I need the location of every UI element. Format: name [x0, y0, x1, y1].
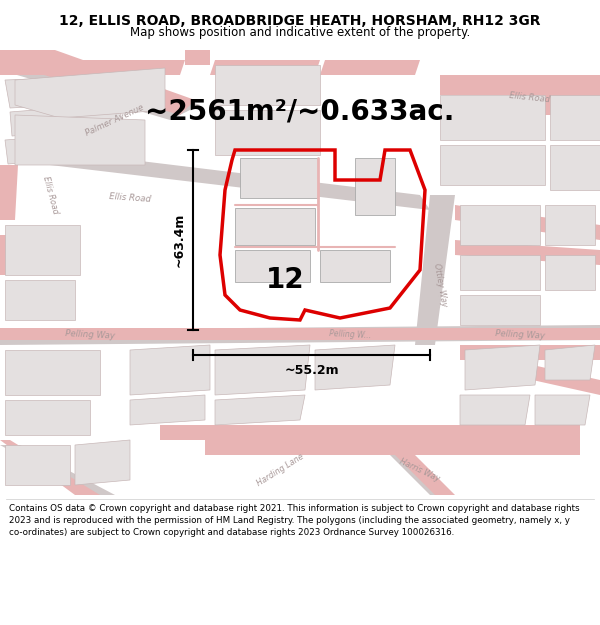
- Polygon shape: [62, 132, 117, 158]
- Polygon shape: [10, 108, 62, 136]
- Text: Harris Way: Harris Way: [398, 457, 442, 483]
- Polygon shape: [460, 205, 540, 245]
- Polygon shape: [455, 240, 600, 265]
- Polygon shape: [460, 255, 540, 290]
- Polygon shape: [545, 255, 595, 290]
- Polygon shape: [15, 115, 145, 165]
- Polygon shape: [545, 205, 595, 245]
- Polygon shape: [5, 225, 80, 275]
- Text: Ellis Road: Ellis Road: [41, 175, 59, 215]
- Polygon shape: [460, 395, 530, 425]
- Polygon shape: [5, 136, 60, 164]
- Text: Palmer Avenue: Palmer Avenue: [85, 102, 146, 138]
- Text: Pelling Way: Pelling Way: [65, 329, 115, 341]
- Polygon shape: [320, 60, 420, 75]
- Polygon shape: [215, 395, 305, 425]
- Text: Ellis Road: Ellis Road: [109, 192, 151, 204]
- Polygon shape: [235, 208, 315, 245]
- Text: 12, ELLIS ROAD, BROADBRIDGE HEATH, HORSHAM, RH12 3GR: 12, ELLIS ROAD, BROADBRIDGE HEATH, HORSH…: [59, 14, 541, 28]
- Polygon shape: [0, 50, 200, 120]
- Text: Ottley Way: Ottley Way: [432, 262, 448, 308]
- Polygon shape: [440, 95, 545, 140]
- Polygon shape: [160, 425, 580, 440]
- Polygon shape: [5, 400, 90, 435]
- Text: ~63.4m: ~63.4m: [173, 213, 185, 268]
- Polygon shape: [455, 205, 600, 240]
- Polygon shape: [510, 360, 600, 395]
- Polygon shape: [50, 150, 430, 210]
- Polygon shape: [355, 158, 395, 215]
- Polygon shape: [440, 75, 600, 95]
- Polygon shape: [415, 195, 455, 345]
- Polygon shape: [15, 68, 165, 118]
- Polygon shape: [5, 445, 70, 485]
- Polygon shape: [370, 430, 455, 495]
- Polygon shape: [0, 328, 600, 340]
- Polygon shape: [215, 345, 310, 395]
- Polygon shape: [0, 235, 15, 275]
- Polygon shape: [540, 95, 600, 115]
- Text: ~2561m²/~0.633ac.: ~2561m²/~0.633ac.: [145, 98, 455, 126]
- Polygon shape: [75, 440, 130, 485]
- Text: Map shows position and indicative extent of the property.: Map shows position and indicative extent…: [130, 26, 470, 39]
- Polygon shape: [315, 345, 395, 390]
- Polygon shape: [215, 110, 320, 155]
- Polygon shape: [130, 345, 210, 395]
- Polygon shape: [215, 65, 320, 105]
- Polygon shape: [235, 250, 310, 282]
- Text: Pelling Way: Pelling Way: [495, 329, 545, 341]
- Polygon shape: [0, 325, 600, 345]
- Polygon shape: [465, 345, 540, 390]
- Polygon shape: [130, 395, 205, 425]
- Polygon shape: [5, 280, 75, 320]
- Polygon shape: [0, 440, 100, 495]
- Polygon shape: [545, 345, 595, 380]
- Polygon shape: [5, 78, 65, 108]
- Polygon shape: [65, 75, 135, 105]
- Text: 12: 12: [266, 266, 304, 294]
- Polygon shape: [550, 145, 600, 190]
- Text: Harding Lane: Harding Lane: [255, 452, 305, 488]
- Polygon shape: [490, 75, 600, 115]
- Polygon shape: [320, 250, 390, 282]
- Polygon shape: [185, 50, 210, 65]
- Polygon shape: [0, 50, 195, 115]
- Polygon shape: [0, 165, 18, 220]
- Polygon shape: [65, 105, 122, 132]
- Polygon shape: [210, 60, 320, 75]
- Polygon shape: [460, 345, 600, 360]
- Text: Ellis Road: Ellis Road: [509, 91, 551, 104]
- Polygon shape: [440, 145, 545, 185]
- Text: Pelling W...: Pelling W...: [329, 329, 371, 341]
- Polygon shape: [205, 440, 580, 455]
- Polygon shape: [550, 95, 600, 140]
- Polygon shape: [535, 395, 590, 425]
- Text: Contains OS data © Crown copyright and database right 2021. This information is : Contains OS data © Crown copyright and d…: [9, 504, 580, 537]
- Polygon shape: [5, 350, 100, 395]
- Polygon shape: [240, 158, 318, 198]
- Polygon shape: [460, 295, 540, 325]
- Text: ~55.2m: ~55.2m: [284, 364, 339, 378]
- Polygon shape: [0, 60, 185, 75]
- Polygon shape: [0, 445, 115, 495]
- Polygon shape: [365, 430, 450, 495]
